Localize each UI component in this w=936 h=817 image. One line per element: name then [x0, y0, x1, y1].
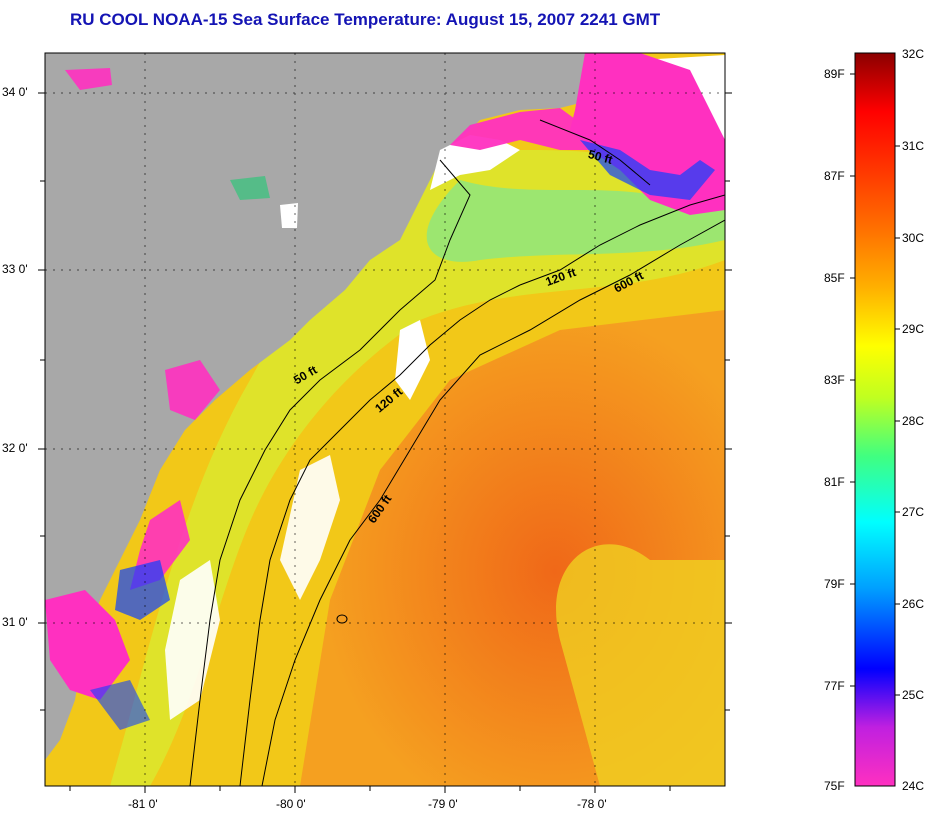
cloud-patch	[280, 455, 340, 600]
colorbar-fahrenheit-label: 85F	[824, 271, 845, 285]
isobath-50ft	[189, 159, 471, 786]
lon-label: -78 0'	[577, 797, 607, 811]
colorbar-celsius-label: 29C	[902, 322, 925, 336]
lon-label: -81 0'	[128, 797, 158, 811]
colorbar-fahrenheit-label: 89F	[824, 67, 845, 81]
sst-map	[45, 53, 725, 786]
isobath-50ft	[539, 119, 651, 186]
colorbar-celsius-label: 27C	[902, 505, 925, 519]
lat-label: 34 0'	[2, 85, 28, 99]
cool-edge-south	[90, 680, 150, 730]
colorbar-celsius-label: 30C	[902, 231, 925, 245]
lon-label: -80 0'	[276, 797, 306, 811]
graticule	[45, 53, 725, 786]
colorbar-fahrenheit-label: 79F	[824, 577, 845, 591]
colorbar-fahrenheit-label: 81F	[824, 475, 845, 489]
chart-title: RU COOL NOAA-15 Sea Surface Temperature:…	[70, 10, 661, 29]
cold-water-south	[45, 590, 130, 700]
colorbar-celsius-label: 24C	[902, 779, 925, 793]
cloud-patch	[430, 135, 520, 190]
map-ticks	[38, 92, 732, 793]
colorbar-celsius-label: 28C	[902, 414, 925, 428]
lon-label: -79 0'	[428, 797, 458, 811]
colorbar-ticks	[850, 73, 900, 696]
cold-water-south	[165, 360, 220, 420]
colorbar-celsius-label: 25C	[902, 688, 925, 702]
map-frame	[44, 52, 726, 787]
inland-pixels	[280, 203, 298, 228]
colorbar-celsius-label: 32C	[902, 47, 925, 61]
northern-cool-water	[426, 180, 725, 262]
cloud-patch	[395, 320, 430, 400]
cloud-patch	[165, 560, 220, 720]
isobath-120ft	[519, 194, 725, 286]
inland-pixels	[230, 176, 270, 200]
colorbar-fahrenheit-label: 87F	[824, 169, 845, 183]
lat-label: 33 0'	[2, 262, 28, 276]
land-mass	[45, 53, 592, 760]
isobath-600ft	[261, 219, 725, 786]
colorbar-fahrenheit-label: 77F	[824, 679, 845, 693]
offshore-yellow-band	[556, 544, 725, 786]
cool-edge-south	[115, 560, 170, 620]
lat-label: 32 0'	[2, 441, 28, 455]
colorbar-fahrenheit-label: 75F	[824, 779, 845, 793]
lat-label: 31 0'	[2, 615, 28, 629]
colorbar-fahrenheit-label: 83F	[824, 373, 845, 387]
colorbar-celsius-label: 26C	[902, 597, 925, 611]
inland-pixels	[65, 68, 112, 90]
colorbar-celsius-label: 31C	[902, 139, 925, 153]
cool-edge-north	[580, 140, 715, 200]
colorbar	[854, 52, 896, 787]
isobath-120ft	[239, 284, 521, 786]
cold-water-north	[450, 108, 600, 150]
